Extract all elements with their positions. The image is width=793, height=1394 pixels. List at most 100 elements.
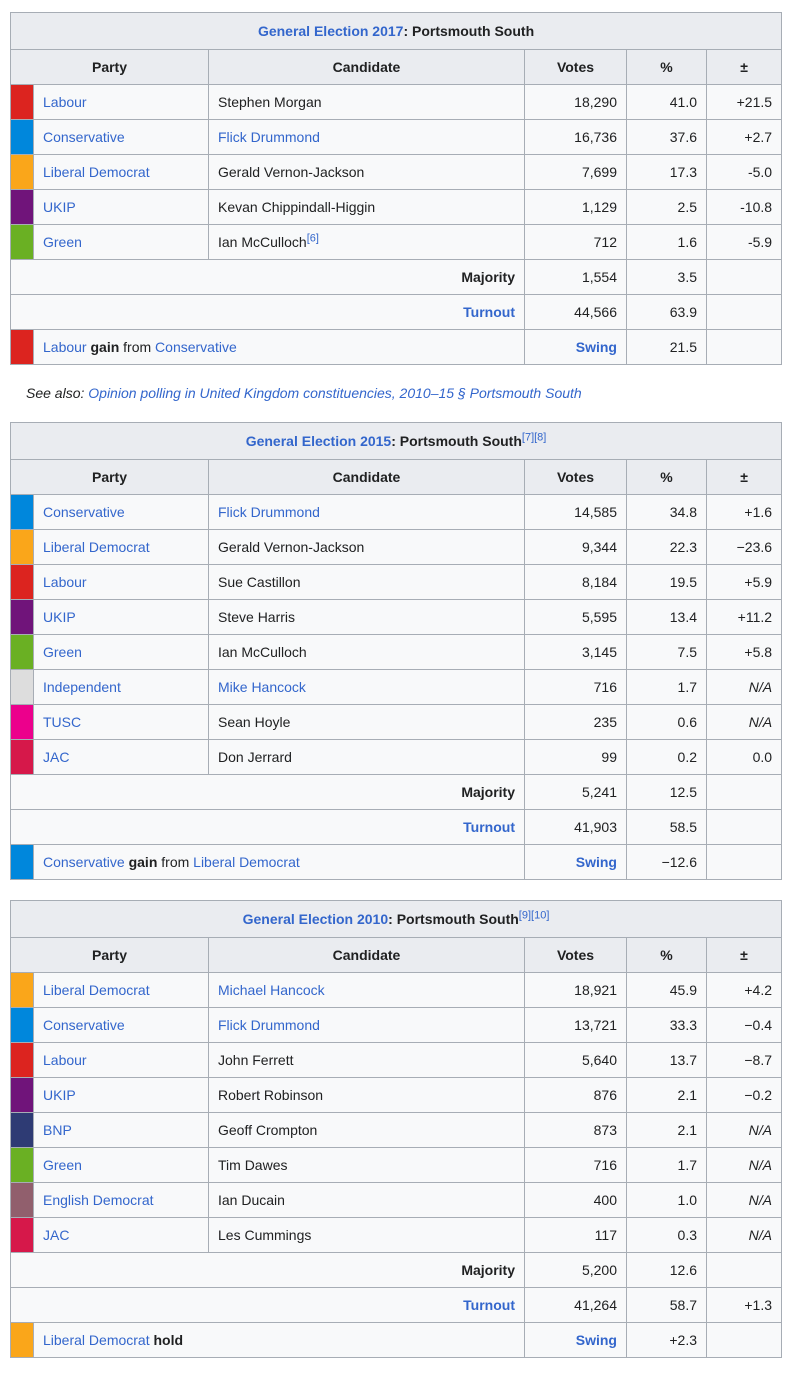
header-change: ± [706,937,782,973]
party-color-swatch [10,739,34,775]
votes-cell: 41,903 [524,809,627,845]
change-cell [706,1252,782,1288]
party-link[interactable]: Liberal Democrat [43,164,150,180]
votes-cell: 8,184 [524,564,627,600]
change-cell: N/A [706,1147,782,1183]
party-color-swatch [10,329,34,365]
loser-party-link[interactable]: Conservative [155,339,237,355]
caption-ref-link[interactable]: [7] [521,431,535,444]
candidate-refs: [6] [307,232,319,244]
party-cell: Labour [33,1042,209,1078]
candidate-name: Ian McCulloch [218,644,307,660]
election-table-2010: General Election 2010: Portsmouth South[… [10,900,782,1358]
votes-cell: 5,241 [524,774,627,810]
votes-cell: 99 [524,739,627,775]
result-cell: Liberal Democrat hold [33,1322,525,1358]
votes-cell: 1,554 [524,259,627,295]
result-cell: Conservative gain from Liberal Democrat [33,844,525,880]
percent-cell: 2.5 [626,189,707,225]
result-connector: from [161,854,190,870]
party-link[interactable]: Green [43,234,82,250]
party-link[interactable]: Labour [43,94,87,110]
candidate-row: Labour Sue Castillon 8,184 19.5 +5.9 [10,564,783,600]
party-link[interactable]: UKIP [43,609,76,625]
party-link[interactable]: Independent [43,679,121,695]
caption-row: General Election 2015: Portsmouth South[… [9,422,783,460]
party-color-swatch [10,599,34,635]
see-also-link[interactable]: Opinion polling in United Kingdom consti… [88,385,582,401]
party-link[interactable]: UKIP [43,1087,76,1103]
candidate-link[interactable]: Flick Drummond [218,504,320,520]
party-link[interactable]: Labour [43,574,87,590]
majority-label: Majority [461,1262,515,1278]
change-cell: -5.0 [705,154,783,190]
caption-refs: [7][8] [522,431,546,443]
winner-party-link[interactable]: Liberal Democrat [43,1332,150,1348]
percent-cell: 7.5 [626,634,707,670]
party-cell: English Democrat [33,1182,209,1218]
votes-cell: 9,344 [524,529,627,565]
caption-ref-link[interactable]: [8] [534,431,547,444]
turnout-link[interactable]: Turnout [463,304,515,320]
swing-link[interactable]: Swing [575,1332,617,1348]
election-year-link[interactable]: General Election 2015 [245,433,392,449]
candidate-row: Liberal Democrat Michael Hancock 18,921 45.… [10,972,782,1008]
candidate-name: Sue Castillon [218,574,301,590]
party-link[interactable]: Liberal Democrat [43,539,150,555]
candidate-cell: Les Cummings [208,1217,525,1253]
caption-ref-link[interactable]: [10] [531,909,550,922]
party-cell: Conservative [33,119,209,155]
turnout-link[interactable]: Turnout [463,819,515,835]
change-cell: 0.0 [705,739,783,775]
election-year-link[interactable]: General Election 2017 [257,23,404,39]
votes-cell: 117 [524,1217,627,1253]
swing-link[interactable]: Swing [575,854,617,870]
candidate-cell: Gerald Vernon-Jackson [208,154,525,190]
party-link[interactable]: Conservative [43,129,125,145]
party-link[interactable]: Conservative [43,1017,125,1033]
winner-party-link[interactable]: Labour [43,339,87,355]
party-color-swatch [10,119,34,155]
party-link[interactable]: Green [43,1157,82,1173]
party-color-swatch [10,844,34,880]
party-link[interactable]: Green [43,644,82,660]
candidate-link[interactable]: Mike Hancock [218,679,306,695]
party-link[interactable]: TUSC [43,714,82,730]
party-link[interactable]: Labour [43,1052,87,1068]
candidate-link[interactable]: Flick Drummond [218,129,320,145]
party-link[interactable]: Conservative [43,504,125,520]
candidate-cell: Ian McCulloch [208,634,525,670]
candidate-link[interactable]: Flick Drummond [218,1017,320,1033]
winner-party-link[interactable]: Conservative [43,854,125,870]
result-connector: from [123,339,152,355]
header-party: Party [10,937,209,973]
turnout-label-cell: Turnout [10,809,525,845]
change-cell: N/A [705,669,783,705]
majority-row: Majority 5,200 12.6 [10,1252,782,1288]
caption-ref-link[interactable]: [9] [518,909,532,922]
percent-cell: 1.7 [626,669,707,705]
candidate-name: Sean Hoyle [218,714,291,730]
candidate-ref-link[interactable]: [6] [306,232,319,245]
turnout-link[interactable]: Turnout [463,1297,515,1313]
candidate-row: Labour John Ferrett 5,640 13.7 −8.7 [10,1042,782,1078]
header-percent: % [626,49,707,85]
loser-party-link[interactable]: Liberal Democrat [193,854,300,870]
party-color-swatch [10,154,34,190]
party-link[interactable]: English Democrat [43,1192,154,1208]
swing-row: Labour gain from Conservative Swing 21.5 [10,329,783,365]
candidate-link[interactable]: Michael Hancock [218,982,325,998]
party-link[interactable]: JAC [43,1227,70,1243]
election-table-slot-2015: General Election 2015: Portsmouth South[… [9,422,783,880]
swing-link[interactable]: Swing [575,339,617,355]
party-cell: TUSC [33,704,209,740]
party-link[interactable]: JAC [43,749,70,765]
election-year-link[interactable]: General Election 2010 [242,911,389,927]
result-action: gain [90,339,120,355]
party-cell: Green [33,634,209,670]
party-link[interactable]: Liberal Democrat [43,982,150,998]
party-link[interactable]: BNP [43,1122,72,1138]
party-link[interactable]: UKIP [43,199,76,215]
candidate-row: Liberal Democrat Gerald Vernon-Jackson 9,3… [10,529,783,565]
party-cell: Liberal Democrat [33,154,209,190]
